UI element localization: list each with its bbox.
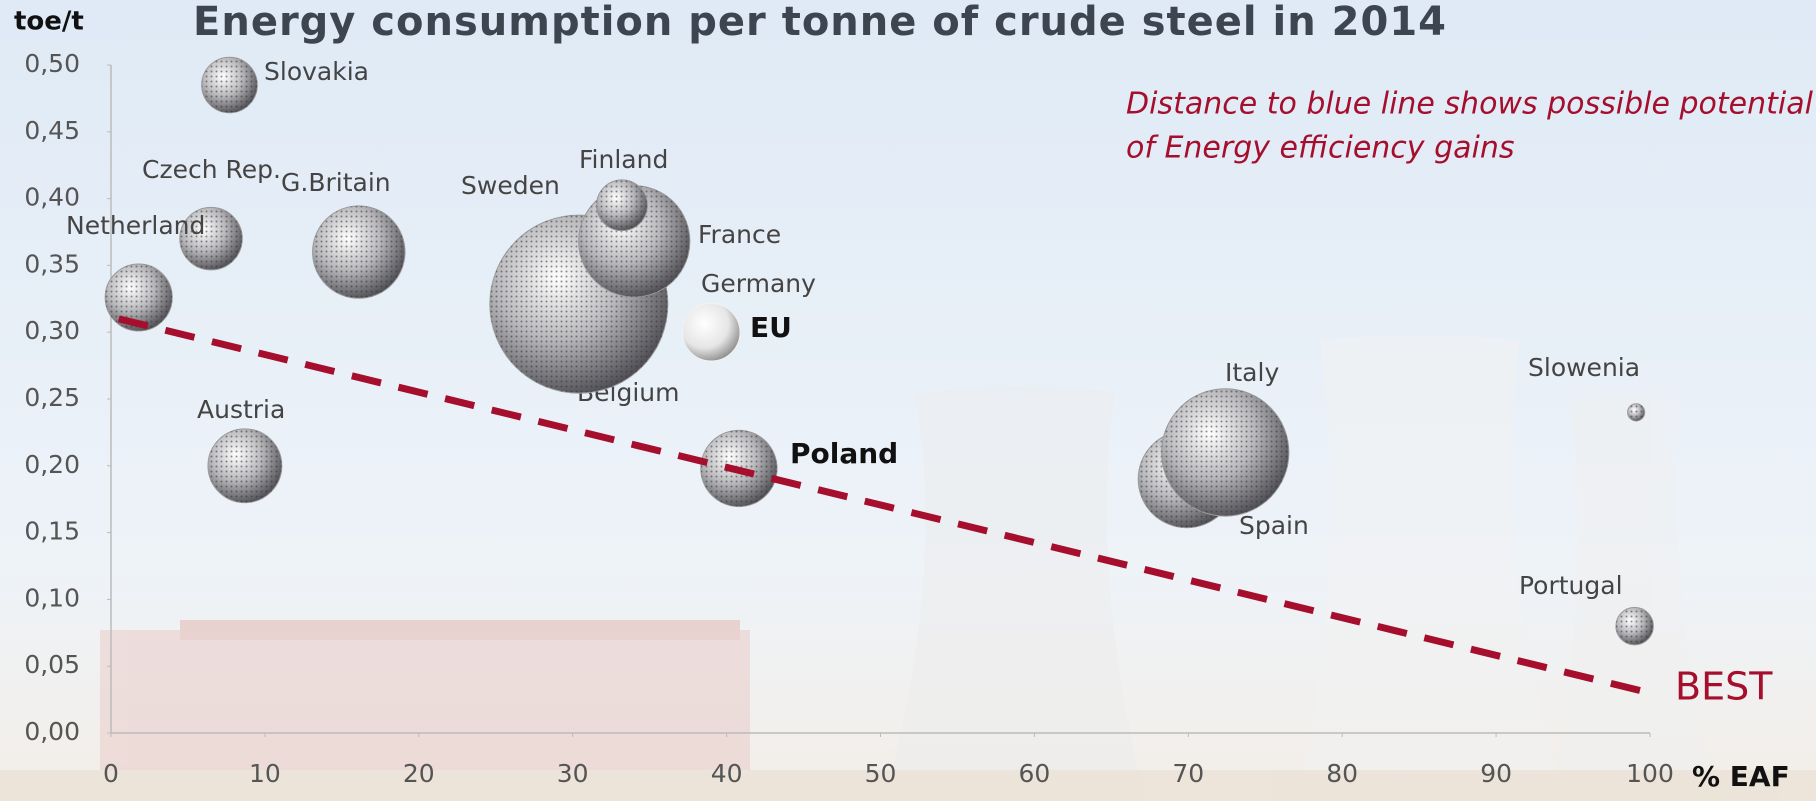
annotation: of Energy efficiency gains bbox=[1126, 131, 1514, 166]
x-tick-label: 10 bbox=[249, 759, 281, 788]
trend-line bbox=[117, 315, 1651, 697]
x-axis-label: % EAF bbox=[1692, 760, 1790, 793]
bubble-label: Finland bbox=[579, 145, 668, 174]
bubble-label: Portugal bbox=[1519, 571, 1623, 600]
chart-title: Energy consumption per tonne of crude st… bbox=[193, 0, 1447, 45]
x-tick-label: 30 bbox=[557, 759, 589, 788]
x-tick-label: 100 bbox=[1626, 759, 1674, 788]
y-tick-label: 0,35 bbox=[24, 249, 80, 278]
y-tick-label: 0,05 bbox=[24, 650, 80, 679]
x-tick-label: 50 bbox=[865, 759, 897, 788]
background-scene bbox=[0, 335, 1816, 801]
x-tick-label: 80 bbox=[1326, 759, 1358, 788]
bubble-texture bbox=[312, 205, 406, 299]
bubble-label: Slovakia bbox=[264, 57, 369, 86]
bubble bbox=[201, 56, 258, 114]
y-tick-label: 0,50 bbox=[24, 49, 80, 78]
x-tick-label: 0 bbox=[103, 759, 119, 788]
y-axis-label: toe/t bbox=[14, 7, 84, 37]
bubble-texture bbox=[596, 179, 648, 231]
bubble-texture bbox=[1615, 607, 1654, 645]
bubble-texture bbox=[207, 428, 282, 503]
bubble bbox=[1615, 606, 1654, 646]
x-tick-label: 60 bbox=[1018, 759, 1050, 788]
y-tick-label: 0,30 bbox=[24, 316, 80, 345]
x-tick-label: 90 bbox=[1480, 759, 1512, 788]
bubble-label: Germany bbox=[701, 269, 816, 298]
y-tick-label: 0,25 bbox=[24, 383, 80, 412]
bubble-label: EU bbox=[750, 311, 792, 344]
bubble-label: G.Britain bbox=[281, 168, 391, 197]
y-tick-label: 0,00 bbox=[24, 717, 80, 746]
annotation: Distance to blue line shows possible pot… bbox=[1126, 87, 1814, 122]
bubble-label: Slowenia bbox=[1528, 353, 1640, 382]
y-tick-label: 0,40 bbox=[24, 183, 80, 212]
bubble-label: Spain bbox=[1239, 511, 1309, 540]
bubble bbox=[104, 263, 173, 332]
y-tick-label: 0,10 bbox=[24, 583, 80, 612]
trend-label: BEST bbox=[1675, 664, 1773, 708]
bubble-label: Austria bbox=[197, 395, 285, 424]
bubble-texture bbox=[1627, 403, 1645, 421]
bubble bbox=[179, 206, 243, 271]
y-tick-label: 0,45 bbox=[24, 116, 80, 145]
bubble-label: France bbox=[698, 220, 781, 249]
bubble-body bbox=[681, 302, 741, 362]
bubble bbox=[681, 302, 741, 362]
bubble-label: Poland bbox=[790, 437, 898, 470]
bubble-texture bbox=[1161, 388, 1289, 517]
y-tick-label: 0,20 bbox=[24, 450, 80, 479]
x-tick-label: 40 bbox=[711, 759, 743, 788]
y-tick-label: 0,15 bbox=[24, 517, 80, 546]
annotation: Sweden bbox=[461, 171, 560, 200]
bubble bbox=[1627, 403, 1646, 422]
bubble-texture bbox=[179, 207, 243, 270]
bubble-label: Netherland bbox=[66, 211, 205, 240]
x-tick-label: 70 bbox=[1172, 759, 1204, 788]
bubble-texture bbox=[201, 57, 258, 113]
bubble bbox=[596, 179, 648, 232]
bubble bbox=[1161, 388, 1290, 517]
bubble-label: Italy bbox=[1225, 358, 1279, 387]
x-tick-label: 20 bbox=[403, 759, 435, 788]
bubble-label: Czech Rep. bbox=[142, 155, 281, 184]
bubble bbox=[312, 205, 406, 299]
bubble bbox=[207, 428, 283, 504]
bubble-texture bbox=[105, 263, 173, 331]
